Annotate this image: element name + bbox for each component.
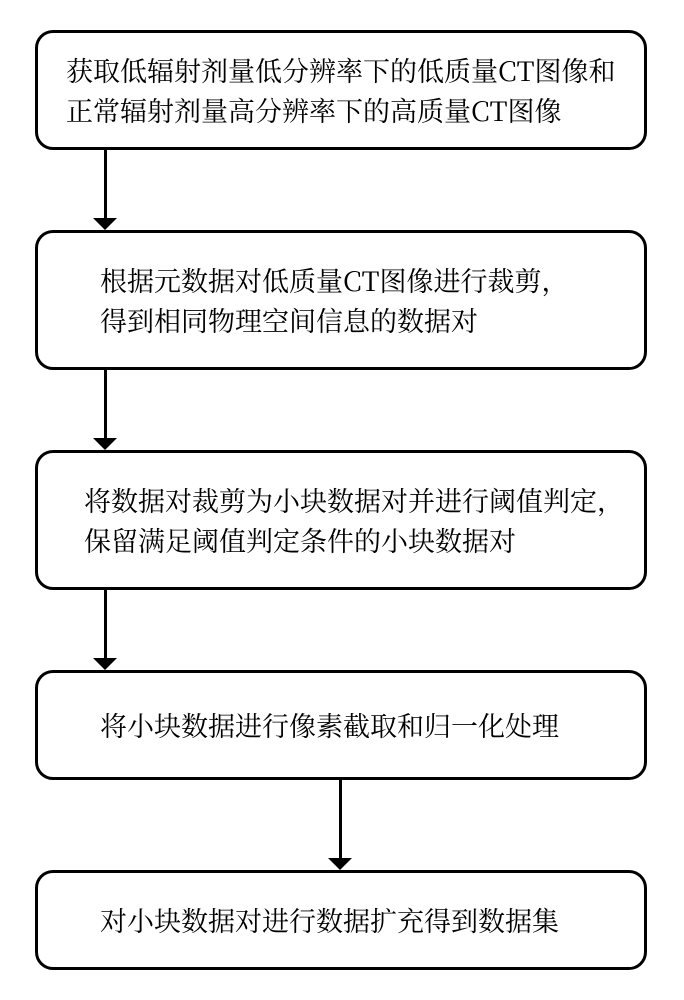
arrow-line bbox=[104, 370, 107, 440]
flow-node-label: 根据元数据对低质量CT图像进行裁剪， 得到相同物理空间信息的数据对 bbox=[100, 260, 568, 341]
arrow-head-icon bbox=[93, 438, 117, 450]
flow-node-n3: 将数据对裁剪为小块数据对并进行阈值判定， 保留满足阈值判定条件的小块数据对 bbox=[35, 450, 647, 590]
arrow-head-icon bbox=[328, 858, 352, 870]
flow-node-label: 将数据对裁剪为小块数据对并进行阈值判定， 保留满足阈值判定条件的小块数据对 bbox=[84, 480, 624, 561]
flow-node-label: 将小块数据进行像素截取和归一化处理 bbox=[100, 705, 559, 746]
flowchart-canvas: 获取低辐射剂量低分辨率下的低质量CT图像和 正常辐射剂量高分辨率下的高质量CT图… bbox=[0, 0, 684, 1000]
flow-node-n2: 根据元数据对低质量CT图像进行裁剪， 得到相同物理空间信息的数据对 bbox=[35, 230, 647, 370]
flow-node-n4: 将小块数据进行像素截取和归一化处理 bbox=[35, 670, 647, 780]
arrow-line bbox=[104, 590, 107, 660]
arrow-line bbox=[339, 780, 342, 860]
arrow-head-icon bbox=[93, 658, 117, 670]
flow-node-n5: 对小块数据对进行数据扩充得到数据集 bbox=[35, 870, 647, 970]
flow-node-label: 对小块数据对进行数据扩充得到数据集 bbox=[100, 900, 559, 941]
arrow-head-icon bbox=[93, 218, 117, 230]
flow-node-n1: 获取低辐射剂量低分辨率下的低质量CT图像和 正常辐射剂量高分辨率下的高质量CT图… bbox=[35, 30, 647, 150]
flow-node-label: 获取低辐射剂量低分辨率下的低质量CT图像和 正常辐射剂量高分辨率下的高质量CT图… bbox=[66, 50, 615, 131]
arrow-line bbox=[104, 150, 107, 220]
